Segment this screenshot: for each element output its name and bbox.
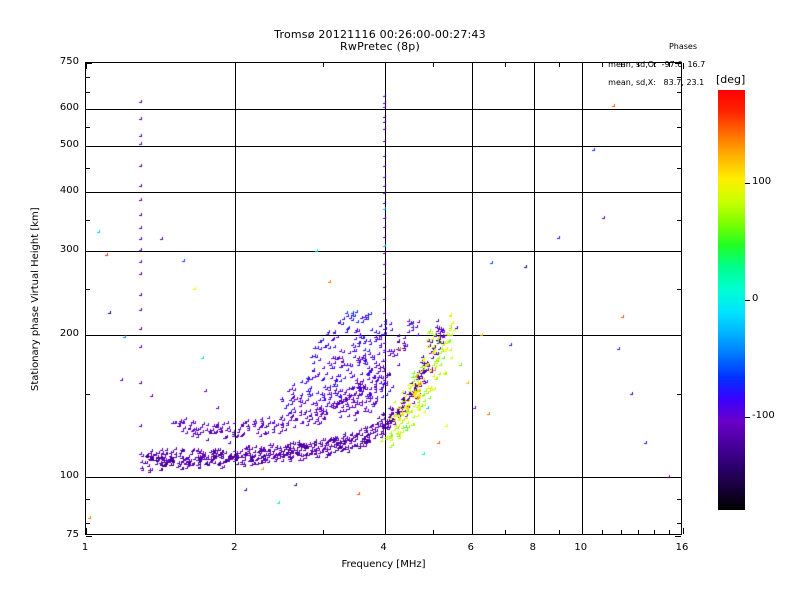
phase-stats-heading: Phases — [668, 42, 698, 51]
colorbar-tick — [745, 183, 750, 184]
colorbar-tick-label: 0 — [752, 293, 759, 304]
axis-tick — [675, 536, 681, 537]
colorbar-title: [deg] — [716, 73, 746, 86]
chart-title-line1: Tromsø 20121116 00:26:00-00:27:43 — [274, 28, 486, 41]
colorbar-tick — [745, 417, 750, 418]
colorbar-tick-label: 100 — [752, 176, 772, 187]
y-tick-label: 100 — [59, 469, 79, 481]
y-tick-label: 300 — [59, 244, 79, 256]
colorbar-tick-label: -100 — [752, 410, 775, 421]
y-tick-label: 500 — [59, 139, 79, 151]
x-tick-label: 2 — [231, 542, 238, 553]
x-tick-label: 10 — [574, 542, 588, 553]
x-tick-label: 1 — [81, 542, 89, 553]
scatter-points-canvas — [86, 63, 683, 536]
chart-subtitle: RwPretec (8p) — [340, 40, 420, 53]
y-tick-label: 750 — [59, 56, 79, 67]
axis-tick — [86, 536, 92, 537]
x-tick-label: 6 — [467, 542, 474, 553]
y-tick-label: 200 — [59, 327, 79, 339]
plot-area — [85, 62, 684, 537]
y-tick-label: 600 — [59, 101, 79, 113]
axis-tick — [683, 63, 684, 69]
y-tick-label: 400 — [59, 185, 79, 197]
colorbar-tick — [745, 300, 750, 301]
y-axis-title: Stationary phase Virtual Height [km] — [30, 206, 41, 391]
x-tick-label: 16 — [675, 542, 689, 553]
axis-tick — [683, 528, 684, 534]
x-axis-title: Frequency [MHz] — [341, 559, 426, 570]
x-tick-label: 8 — [529, 542, 536, 553]
x-tick-label: 4 — [380, 542, 387, 553]
colorbar — [718, 90, 745, 510]
y-tick-label: 75 — [66, 529, 79, 540]
